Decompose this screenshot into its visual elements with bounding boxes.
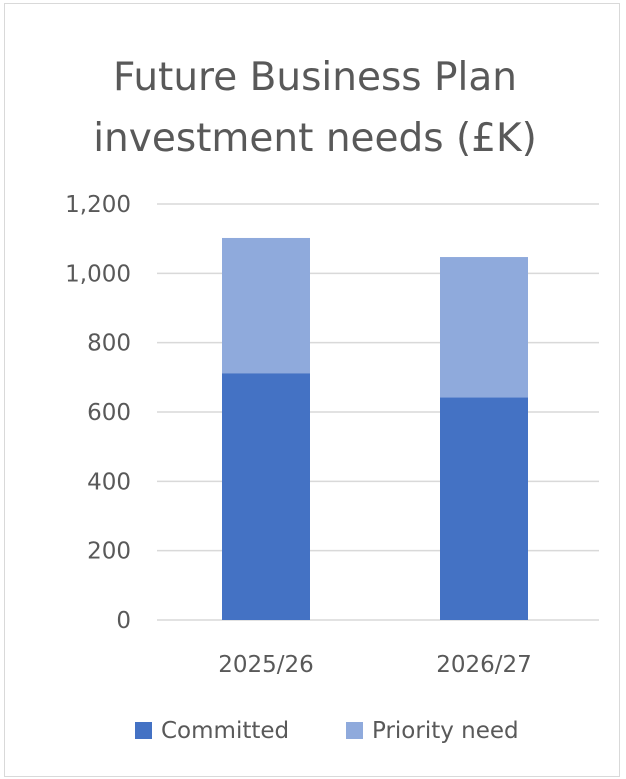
y-tick-label: 800	[87, 331, 131, 357]
bar-priority-need-2	[440, 257, 528, 398]
y-tick-label: 1,200	[65, 192, 131, 218]
bars	[222, 237, 528, 620]
y-tick-label: 600	[87, 400, 131, 426]
bar-priority-need-1	[222, 237, 310, 374]
chart-title-line-2: investment needs (£K)	[93, 116, 537, 161]
chart-title-line-1: Future Business Plan	[113, 55, 517, 100]
y-tick-label: 0	[116, 608, 131, 634]
legend-swatch-1	[135, 722, 152, 739]
x-tick-label: 2026/27	[436, 652, 532, 678]
legend: Committed Priority need	[135, 718, 519, 744]
y-axis-tick-labels: 0 200 400 600 800 1,000 1,200	[65, 192, 131, 634]
bar-committed-1	[222, 373, 310, 620]
stacked-bar-chart: Future Business Plan investment needs (£…	[65, 55, 599, 744]
legend-label-1: Committed	[161, 718, 289, 744]
x-axis-tick-labels: 2025/26 2026/27	[218, 652, 532, 678]
chart-title: Future Business Plan investment needs (£…	[93, 55, 537, 161]
y-tick-label: 200	[87, 539, 131, 565]
chart-area: Future Business Plan investment needs (£…	[4, 3, 620, 777]
legend-swatch-2	[346, 722, 363, 739]
y-tick-label: 400	[87, 469, 131, 495]
bar-committed-2	[440, 397, 528, 620]
y-tick-label: 1,000	[65, 261, 131, 287]
x-tick-label: 2025/26	[218, 652, 314, 678]
legend-label-2: Priority need	[372, 718, 519, 744]
